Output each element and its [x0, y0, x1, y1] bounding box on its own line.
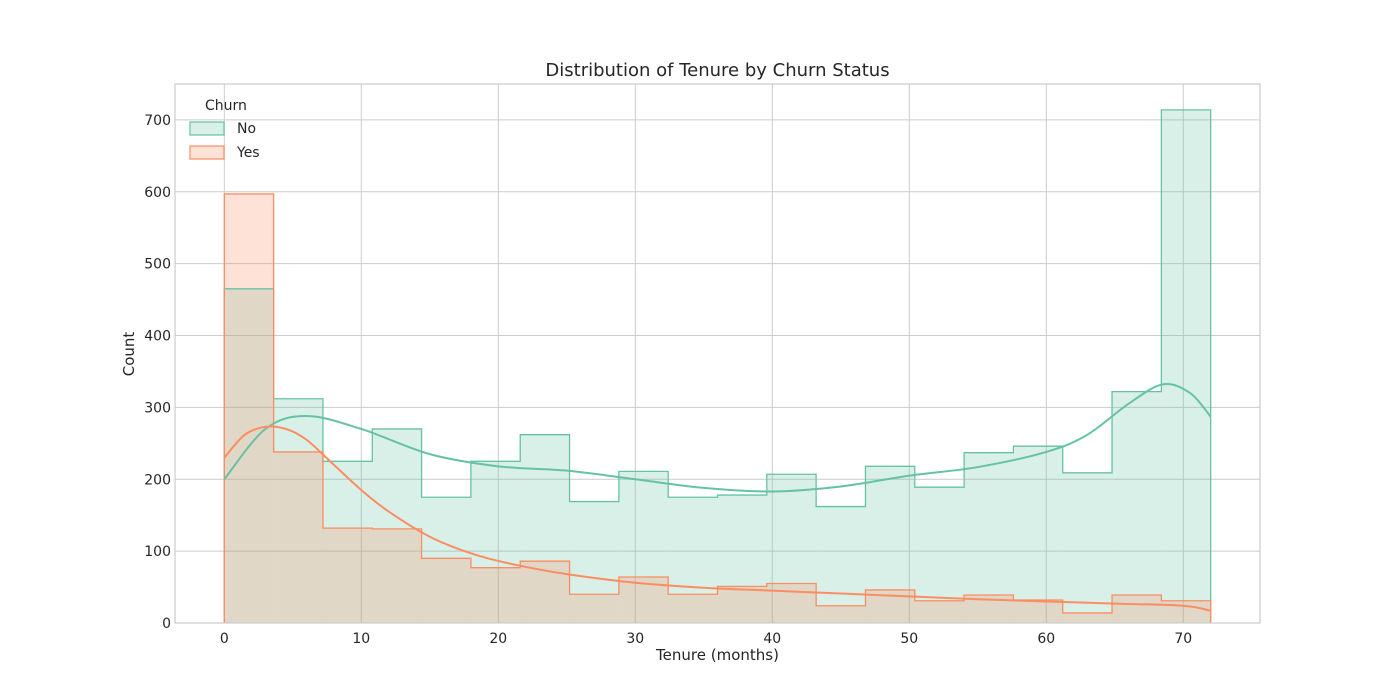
bar-no	[1062, 472, 1113, 623]
bar-yes	[273, 451, 323, 623]
bar-yes	[1112, 594, 1162, 623]
y-tick-label: 100	[144, 544, 171, 560]
bar-no	[618, 471, 669, 623]
kde-curve-yes	[223, 425, 1211, 612]
bar-no	[322, 461, 373, 623]
bar-no	[421, 497, 471, 623]
y-tick-label: 0	[162, 616, 171, 632]
kde-curves	[223, 383, 1212, 612]
bar-yes	[1062, 612, 1113, 623]
bar-yes	[421, 558, 471, 623]
bar-no	[372, 428, 422, 623]
bar-yes	[569, 594, 619, 623]
y-tick-label: 300	[144, 400, 171, 416]
bar-no	[1013, 446, 1063, 623]
y-tick-label: 700	[144, 113, 171, 129]
grid-lines	[175, 84, 1260, 624]
x-tick-label: 50	[900, 631, 918, 647]
bar-yes	[470, 567, 521, 623]
legend-swatch-no	[189, 121, 225, 136]
bar-no	[1161, 109, 1211, 623]
bar-yes	[668, 594, 718, 623]
bar-no	[668, 497, 718, 623]
bar-yes	[766, 583, 817, 623]
bar-yes	[224, 193, 274, 623]
x-tick-label: 40	[763, 631, 781, 647]
bar-no	[1112, 391, 1162, 623]
legend-title: Churn	[205, 98, 247, 114]
bar-no	[224, 288, 274, 623]
kde-curve-no	[223, 383, 1212, 493]
bar-yes	[1013, 600, 1063, 623]
bar-yes	[372, 528, 422, 623]
bar-no	[520, 434, 570, 623]
legend: Churn No Yes	[189, 98, 260, 161]
histogram-outline-no	[223, 109, 1212, 623]
x-tick-label: 60	[1037, 631, 1055, 647]
x-axis-label: Tenure (months)	[655, 646, 779, 664]
x-tick-label: 70	[1174, 631, 1192, 647]
bar-yes	[717, 586, 767, 623]
legend-label-yes: Yes	[236, 145, 260, 161]
plot-frame	[174, 83, 1261, 624]
bar-no	[569, 501, 619, 623]
y-tick-label: 500	[144, 257, 171, 273]
bar-yes	[322, 528, 373, 623]
bar-no	[816, 506, 866, 623]
bar-no	[717, 495, 767, 623]
bar-yes	[816, 605, 866, 623]
y-axis-label: Count	[120, 332, 138, 377]
bar-no	[766, 474, 817, 623]
y-tick-label: 200	[144, 472, 171, 488]
chart-title: Distribution of Tenure by Churn Status	[545, 60, 889, 81]
legend-label-no: No	[237, 121, 256, 137]
x-tick-label: 10	[352, 631, 370, 647]
bar-no	[470, 461, 521, 623]
x-tick-label: 20	[489, 631, 507, 647]
histogram-fills	[224, 109, 1211, 623]
legend-swatch-yes	[189, 145, 225, 160]
bar-no	[273, 398, 323, 623]
y-tick-label: 400	[144, 329, 171, 345]
y-tick-label: 600	[144, 185, 171, 201]
bar-yes	[914, 600, 965, 623]
x-tick-label: 30	[626, 631, 644, 647]
x-tick-labels: 0 10 20 30 40 50 60 70	[220, 631, 1192, 647]
bar-yes	[1161, 600, 1211, 623]
x-tick-label: 0	[220, 631, 229, 647]
y-tick-labels: 0 100 200 300 400 500 600 700	[144, 113, 171, 632]
